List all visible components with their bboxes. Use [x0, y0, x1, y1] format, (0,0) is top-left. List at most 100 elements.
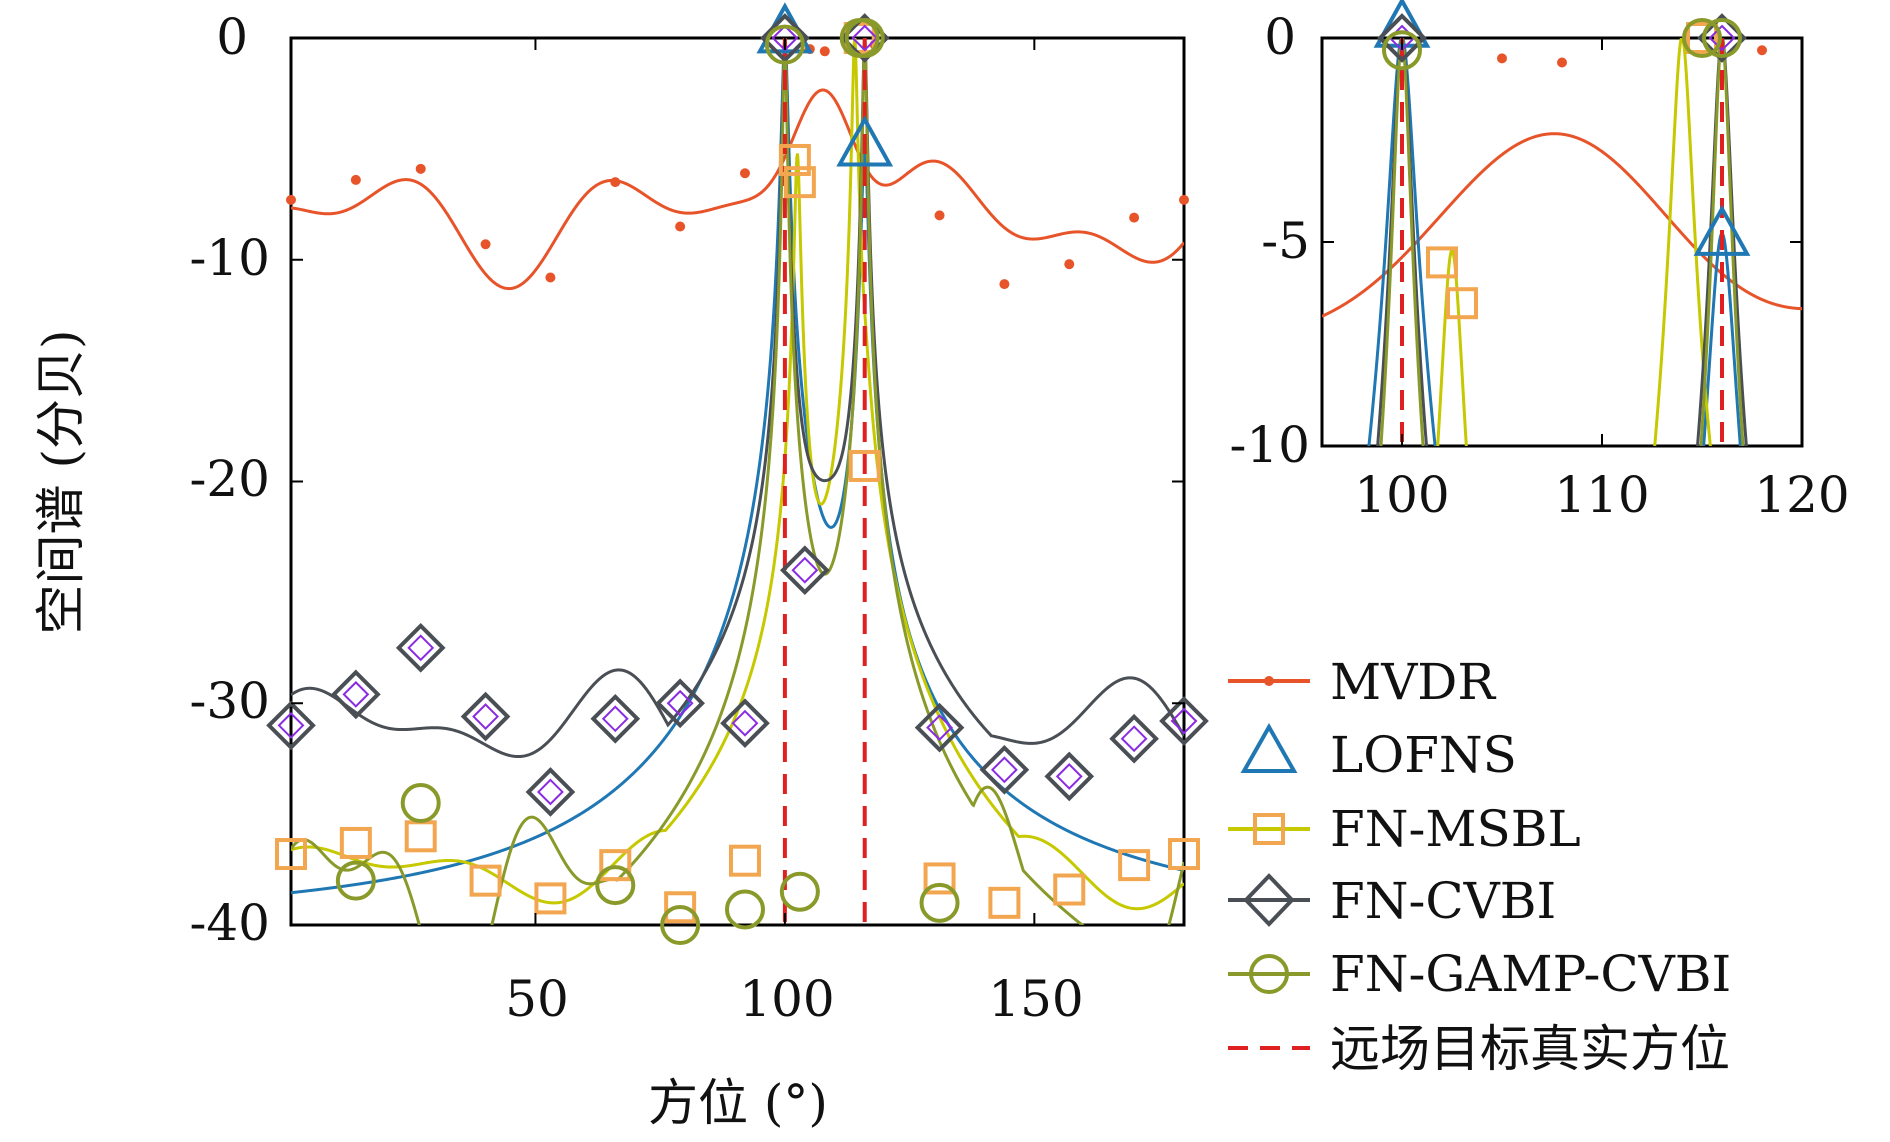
main-marker-fn-gamp-cvbi-2: [595, 865, 636, 906]
main-marker-mvdr-0: [286, 194, 296, 205]
main-marker-fn-cvbi-5: [590, 693, 641, 744]
main-marker-fn-cvbi-15: [1159, 696, 1209, 746]
main-marker-fn-msbl-9: [783, 166, 816, 199]
legend-item-fn-msbl: FN-MSBL: [1228, 800, 1581, 858]
main-marker-fn-msbl-16: [1168, 838, 1200, 871]
main-marker-mvdr-4: [545, 272, 556, 283]
main-x-tick-100: 100: [739, 970, 834, 1028]
legend: MVDR LOFNS FN-MSBL FN-CVBI FN-GAMP-CVBI …: [1228, 653, 1731, 1078]
legend-item-mvdr: MVDR: [1228, 653, 1496, 711]
legend-fn-gamp-cvbi-label: FN-GAMP-CVBI: [1330, 945, 1731, 1003]
main-marker-mvdr-12: [999, 279, 1010, 290]
inset-y-tick-0: 0: [1264, 8, 1296, 66]
inset-marker-lofns-1: [1693, 204, 1751, 256]
inset-marker-fn-gamp-cvbi-7: [1682, 18, 1722, 58]
main-marker-mvdr-14: [1129, 212, 1140, 223]
main-marker-fn-msbl-15: [1118, 849, 1151, 882]
main-plot: 0 -10 -20 -30 -40 50 100 150 方位 (°) 空间谱 …: [32, 2, 1209, 1132]
main-marker-fn-cvbi-4: [525, 767, 576, 817]
inset-marker-fn-gamp-cvbi-8: [1702, 18, 1742, 58]
main-marker-mvdr-9: [819, 46, 830, 57]
main-marker-fn-cvbi-8: [760, 13, 810, 63]
main-marker-fn-cvbi-9-inner: [791, 556, 819, 584]
main-marker-fn-cvbi-0: [266, 700, 316, 751]
inset-marker-mvdr-10: [1757, 45, 1767, 56]
main-series-fn-gamp-cvbi: [291, 38, 1184, 925]
main-marker-fn-cvbi-11-inner: [926, 714, 953, 742]
main-marker-fn-cvbi-15-inner: [1170, 707, 1198, 735]
inset-marker-fn-gamp-cvbi-5: [1382, 30, 1422, 71]
main-marker-fn-msbl-1: [339, 826, 372, 859]
inset-y-tick-5: -5: [1261, 212, 1310, 270]
x-axis-label: 方位 (°): [648, 1074, 828, 1132]
main-marker-mvdr-1: [350, 174, 361, 185]
inset-ticks: [1322, 37, 1803, 447]
inset-data-layer: [1322, 38, 1802, 446]
main-marker-fn-cvbi-14-inner: [1120, 725, 1148, 753]
y-axis-label: 空间谱 (分贝): [32, 330, 90, 635]
main-marker-mvdr-11: [934, 210, 945, 221]
main-marker-fn-cvbi-2: [395, 622, 446, 673]
legend-fn-cvbi-label: FN-CVBI: [1330, 872, 1556, 930]
main-marker-fn-msbl-0: [275, 838, 307, 871]
main-marker-fn-cvbi-14: [1109, 713, 1159, 764]
main-marker-mvdr-3: [480, 239, 491, 250]
main-marker-fn-gamp-cvbi-6: [779, 871, 820, 912]
main-marker-fn-cvbi-13-inner: [1055, 763, 1083, 790]
main-marker-fn-cvbi-7: [720, 698, 770, 749]
legend-true-doa-label: 远场目标真实方位: [1330, 1020, 1730, 1078]
legend-item-lofns: LOFNS: [1240, 722, 1517, 784]
main-marker-mvdr-2: [415, 163, 426, 174]
main-marker-fn-cvbi-2-inner: [407, 634, 435, 662]
main-marker-fn-gamp-cvbi-5: [764, 24, 805, 65]
legend-lofns-marker: [1240, 722, 1298, 773]
legend-lofns-label: LOFNS: [1330, 726, 1517, 784]
inset-marker-mvdr-8: [1497, 53, 1507, 64]
inset-marker-fn-cvbi-8: [1377, 13, 1427, 63]
inset-x-tick-110: 110: [1554, 466, 1649, 524]
main-y-tick-0: 0: [216, 8, 248, 66]
main-marker-fn-cvbi-0-inner: [277, 712, 305, 739]
main-marker-fn-msbl-2: [404, 820, 437, 853]
inset-marker-mvdr-9: [1557, 57, 1567, 68]
legend-fn-msbl-marker: [1253, 813, 1285, 845]
main-series-lofns: [291, 38, 1184, 895]
legend-item-true-doa: 远场目标真实方位: [1228, 1020, 1730, 1078]
inset-marker-fn-msbl-8: [1426, 246, 1458, 279]
main-data-layer: [291, 38, 1184, 925]
main-marker-fn-msbl-8: [778, 143, 811, 176]
main-marker-fn-cvbi-3-inner: [472, 703, 499, 730]
main-y-tick-10: -10: [189, 229, 270, 287]
main-marker-fn-cvbi-5-inner: [601, 705, 629, 733]
main-ticks: [291, 37, 1184, 926]
main-x-tick-150: 150: [988, 970, 1083, 1028]
main-marker-fn-cvbi-1-inner: [342, 680, 370, 708]
legend-fn-gamp-cvbi-marker: [1249, 954, 1289, 994]
main-marker-mvdr-5: [610, 177, 621, 188]
main-marker-fn-cvbi-9: [780, 545, 830, 596]
main-marker-fn-msbl-13: [988, 886, 1021, 919]
main-marker-fn-msbl-14: [1053, 873, 1086, 906]
main-marker-fn-msbl-3: [469, 864, 502, 897]
inset-marker-fn-cvbi-10-inner: [1708, 24, 1736, 52]
inset-marker-fn-msbl-9: [1446, 287, 1478, 320]
main-series-mvdr: [291, 88, 1184, 291]
inset-series-fn-cvbi: [1376, 38, 1748, 446]
main-marker-fn-cvbi-11: [914, 702, 965, 753]
main-marker-fn-cvbi-7-inner: [731, 709, 759, 737]
inset-marker-fn-msbl-10: [1686, 22, 1718, 54]
main-marker-mvdr-6: [675, 221, 686, 232]
main-y-tick-30: -30: [189, 672, 270, 730]
inset-plot: 0 -5 -10 100 110 120: [1229, 0, 1850, 524]
main-marker-fn-gamp-cvbi-4: [724, 889, 765, 930]
main-marker-mvdr-13: [1064, 259, 1075, 270]
main-marker-fn-cvbi-12-inner: [990, 756, 1018, 784]
main-y-tick-20: -20: [189, 450, 270, 508]
main-marker-fn-gamp-cvbi-3: [660, 905, 701, 945]
legend-item-fn-gamp-cvbi: FN-GAMP-CVBI: [1228, 945, 1731, 1003]
main-marker-fn-cvbi-6: [655, 678, 705, 729]
main-marker-fn-cvbi-1: [331, 669, 381, 720]
main-marker-mvdr-7: [739, 168, 750, 179]
main-marker-fn-cvbi-13: [1044, 751, 1095, 802]
